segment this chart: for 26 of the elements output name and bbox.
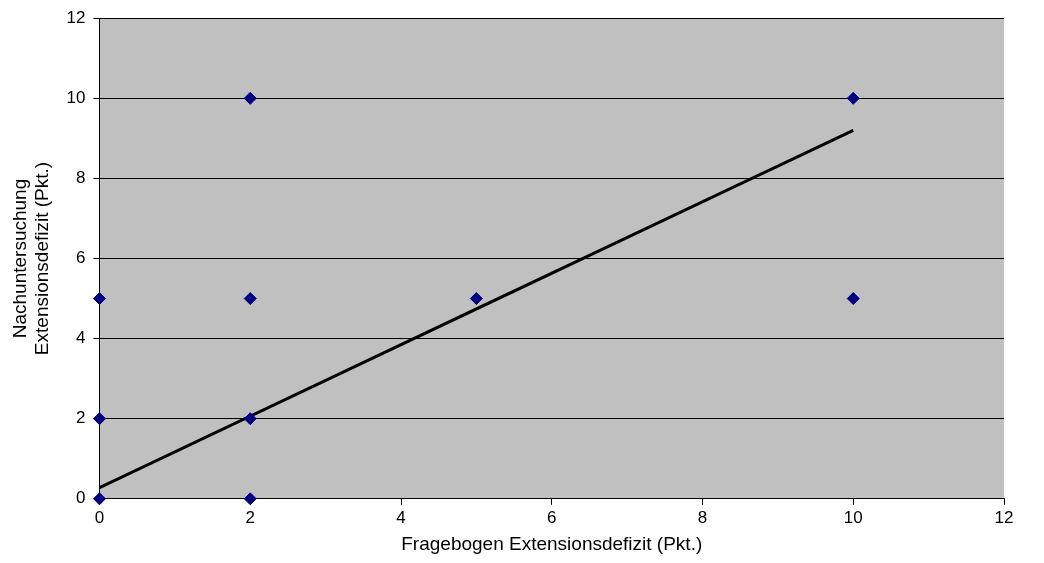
point — [93, 492, 107, 506]
x-tick-label: 4 — [396, 507, 406, 527]
point — [93, 292, 107, 306]
y-tick-label: 0 — [76, 488, 86, 508]
x-tick-label: 12 — [994, 507, 1014, 527]
point — [93, 412, 107, 426]
y-tick-label: 12 — [66, 7, 86, 27]
point — [243, 492, 257, 506]
x-tick-label: 10 — [843, 507, 863, 527]
y-tick-label: 10 — [66, 87, 86, 107]
y-tick-label: 4 — [76, 328, 86, 348]
x-tick-label: 0 — [94, 507, 105, 527]
point — [243, 292, 257, 306]
point — [243, 412, 257, 426]
y-tick-label: 6 — [76, 248, 86, 268]
x-axis-title: Fragebogen Extensionsdefizit (Pkt.) — [401, 532, 703, 554]
x-tick-label: 6 — [547, 507, 557, 527]
point — [846, 91, 860, 105]
y-tick-label: 2 — [76, 408, 86, 428]
point — [469, 292, 483, 306]
y-tick-label: 8 — [76, 168, 86, 188]
point — [243, 91, 257, 105]
x-tick-label: 2 — [245, 507, 255, 527]
x-tick-label: 8 — [697, 507, 708, 527]
y-axis-title: Nachuntersuchung Extensionsdefizit (Pkt.) — [8, 161, 53, 356]
point — [846, 292, 860, 306]
